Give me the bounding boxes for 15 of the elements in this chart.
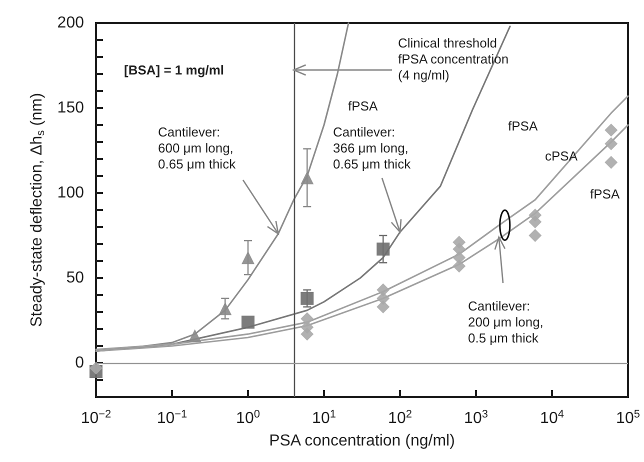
annotation: [BSA] = 1 mg/ml xyxy=(124,62,224,78)
y-tick-label: 0 xyxy=(75,354,84,372)
annotation: cPSA xyxy=(545,148,578,164)
annotation: Cantilever: 200 μm long, 0.5 μm thick xyxy=(468,298,544,346)
y-tick-label: 150 xyxy=(57,100,84,116)
y-tick-label: 100 xyxy=(57,184,84,202)
annotation: fPSA xyxy=(348,98,378,114)
annotation: fPSA xyxy=(508,118,538,134)
annotation: Cantilever: 600 μm long, 0.65 μm thick xyxy=(158,124,236,172)
annotation: Cantilever: 366 μm long, 0.65 μm thick xyxy=(333,124,412,172)
y-axis-title: Steady-state deflection, Δhs (nm) xyxy=(28,92,47,328)
x-axis-title: PSA concentration (ng/ml) xyxy=(269,432,455,450)
y-tick-label: 50 xyxy=(66,270,84,286)
annotation: fPSA xyxy=(590,186,620,202)
y-tick-label: 200 xyxy=(57,14,84,32)
